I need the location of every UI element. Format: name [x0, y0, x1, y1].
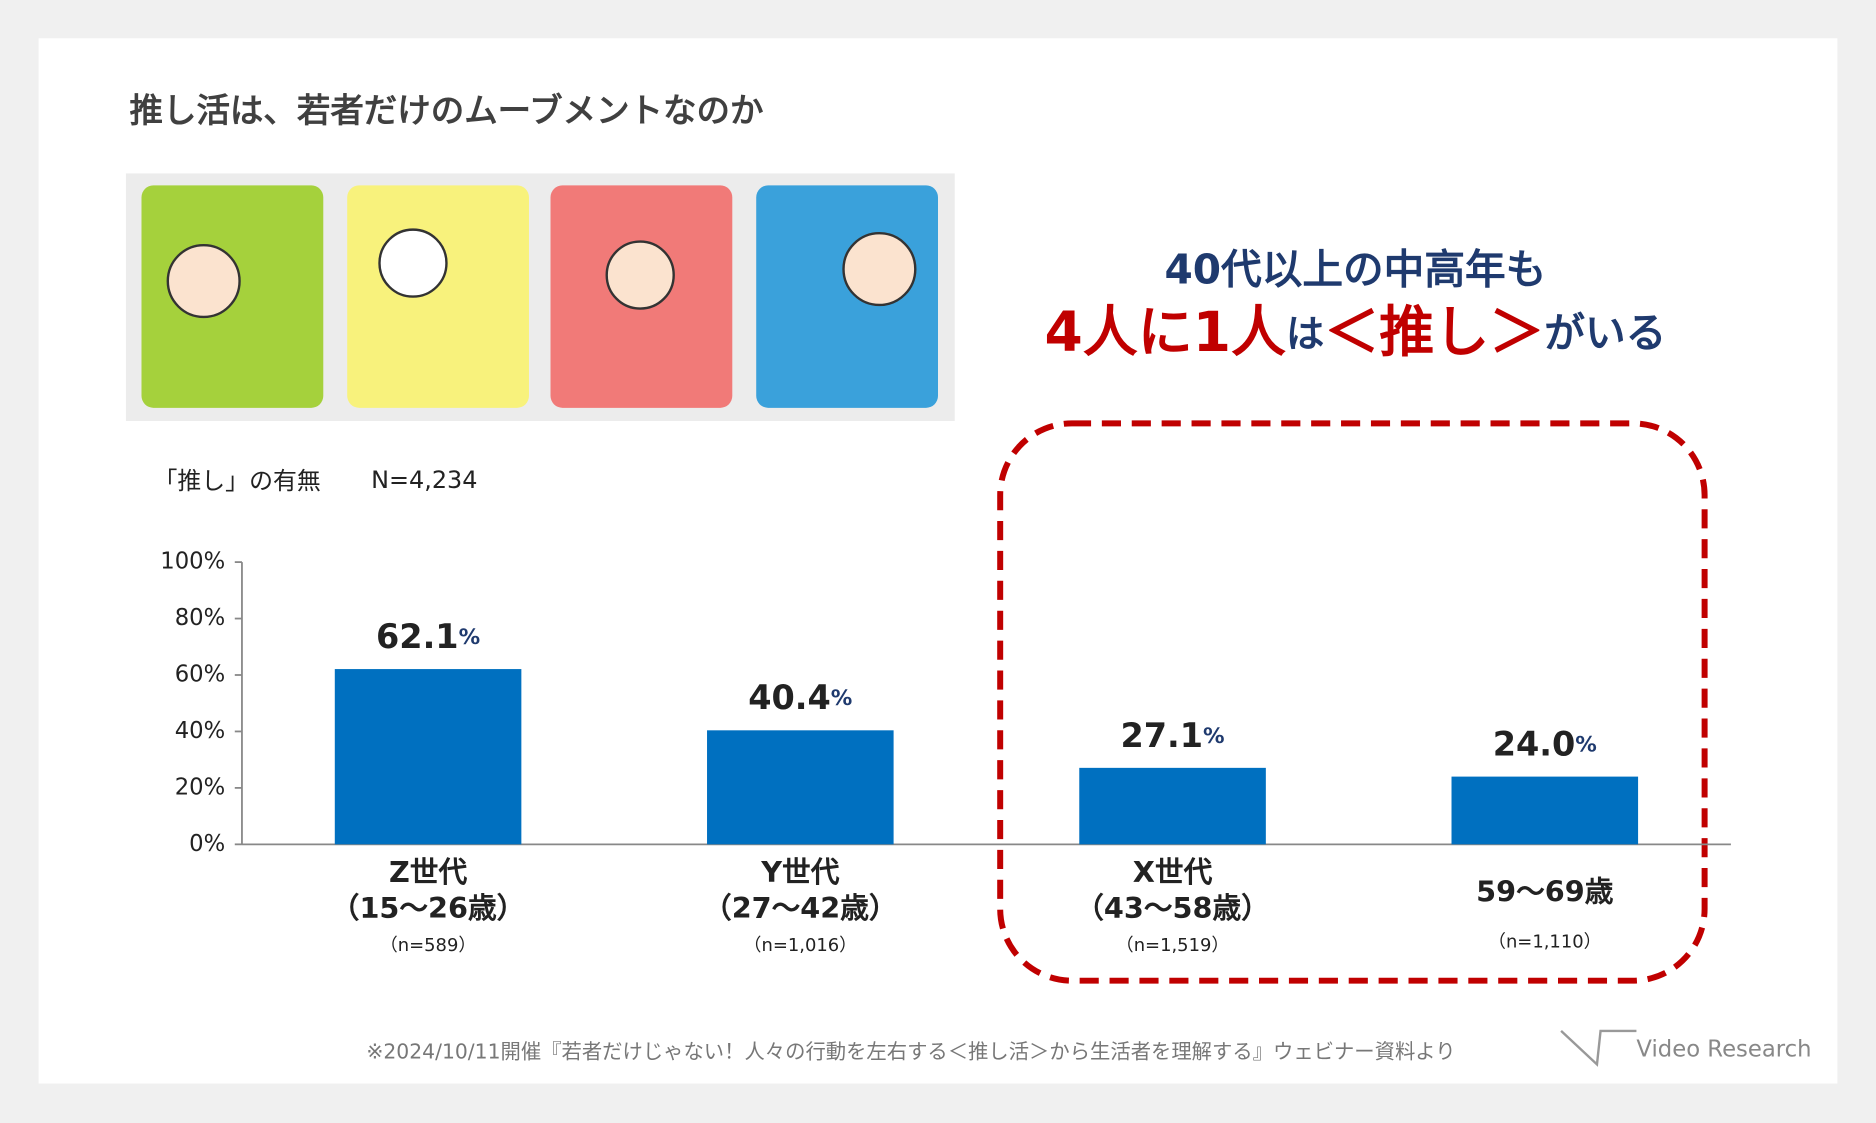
highlight-box: [997, 420, 1708, 984]
headline-part: がいる: [1544, 309, 1666, 357]
x-tick-label: （15～26歳）: [331, 891, 526, 925]
illustration: [347, 185, 529, 408]
bar: [1079, 767, 1266, 845]
logo-text: Video Research: [1636, 1037, 1811, 1063]
illustration-figure: [605, 240, 675, 310]
value-label: 62.1%: [376, 616, 480, 655]
illustration-figure: [378, 228, 448, 298]
slide-title: 推し活は、若者だけのムーブメントなのか: [130, 91, 764, 130]
headline-part: ＜推し＞: [1324, 300, 1544, 364]
bar: [707, 730, 894, 845]
illustrations: [125, 173, 955, 421]
illustration-figure: [842, 232, 917, 307]
headline-part: 4人に1人: [1044, 300, 1286, 364]
value-label: 40.4%: [748, 678, 852, 717]
bar: [1451, 776, 1639, 845]
x-tick-label: 59～69歳: [1476, 874, 1614, 908]
source-note: ※2024/10/11開催『若者だけじゃない！人々の行動を左右する＜推し活＞から…: [366, 1039, 1455, 1063]
x-tick-label: （27～42歳）: [703, 891, 898, 925]
y-tick-label: 0%: [189, 831, 225, 857]
logo-mark: [1560, 1029, 1637, 1067]
y-tick-label: 60%: [175, 661, 226, 687]
y-tick-label: 100%: [160, 549, 225, 575]
chart-subtitle: N=4,234: [371, 466, 477, 494]
x-tick-label: （43～58歳）: [1075, 891, 1270, 925]
y-tick-label: 40%: [175, 718, 226, 744]
sample-size: （n=1,110）: [1488, 931, 1602, 952]
value-label: 27.1%: [1120, 715, 1224, 754]
headline-line2: 4人に1人は＜推し＞がいる: [1044, 300, 1666, 364]
sample-size: （n=1,016）: [744, 935, 858, 956]
y-tick-label: 80%: [175, 605, 226, 631]
bar: [334, 669, 522, 845]
x-tick-label: Z世代: [389, 855, 467, 889]
headline-line1: 40代以上の中高年も: [1164, 246, 1546, 294]
sample-size: （n=589）: [380, 935, 476, 956]
headline-part: は: [1286, 312, 1324, 357]
sample-size: （n=1,519）: [1116, 935, 1230, 956]
illustration: [756, 185, 938, 408]
x-tick-label: X世代: [1133, 855, 1213, 889]
illustration-figure: [166, 243, 241, 319]
y-tick-label: 20%: [175, 774, 226, 800]
x-tick-label: Y世代: [760, 855, 839, 889]
value-label: 24.0%: [1493, 724, 1597, 763]
chart-title: 「推し」の有無: [153, 467, 320, 495]
